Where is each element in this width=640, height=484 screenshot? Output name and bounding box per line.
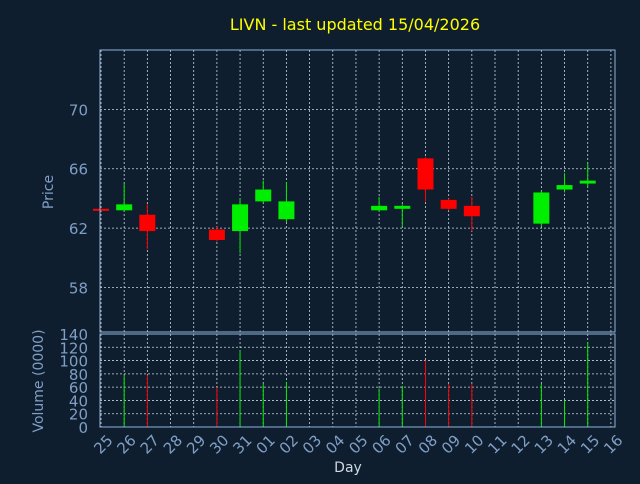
x-axis-tick-labels: 2526272829303101020304050607080910111213… (90, 431, 626, 457)
price-grid (100, 50, 615, 332)
candle-body (394, 205, 411, 209)
price-y-ticks: 58 62 66 70 (69, 101, 88, 297)
volume-bars (123, 341, 589, 427)
candle-body (417, 158, 434, 190)
price-panel-frame (99, 49, 616, 333)
volume-tick-label: 60 (69, 379, 88, 397)
candle-body (533, 192, 550, 224)
volume-axis-label: Volume (0000) (31, 329, 47, 432)
chart-title: LIVN - last updated 15/04/2026 (230, 15, 480, 34)
candle-body (255, 189, 272, 202)
candle-body (93, 208, 109, 211)
volume-tick-label: 0 (78, 419, 88, 437)
volume-tick-label: 140 (59, 326, 88, 344)
volume-tick-label: 40 (69, 392, 88, 410)
candle-body (116, 204, 133, 211)
candle-body (556, 185, 573, 190)
price-tick-label: 70 (69, 101, 88, 119)
volume-tick-label: 80 (69, 366, 88, 384)
candle-body (440, 199, 457, 209)
volume-tick-label: 100 (59, 353, 88, 371)
candle-body (232, 204, 249, 232)
price-tick-label: 58 (69, 279, 88, 297)
candle-body (579, 180, 596, 184)
volume-tick-label: 20 (69, 406, 88, 424)
price-tick-label: 66 (69, 161, 88, 179)
candle-body (139, 214, 156, 232)
volume-tick-label: 120 (59, 339, 88, 357)
x-axis-label: Day (334, 460, 362, 476)
volume-panel-frame (99, 333, 616, 428)
candle-body (208, 229, 225, 240)
candle-body (278, 201, 295, 220)
candle-body (371, 205, 388, 211)
price-tick-label: 62 (69, 220, 88, 238)
candle-body (463, 205, 480, 217)
candles (93, 156, 596, 254)
price-axis-label: Price (41, 175, 57, 209)
